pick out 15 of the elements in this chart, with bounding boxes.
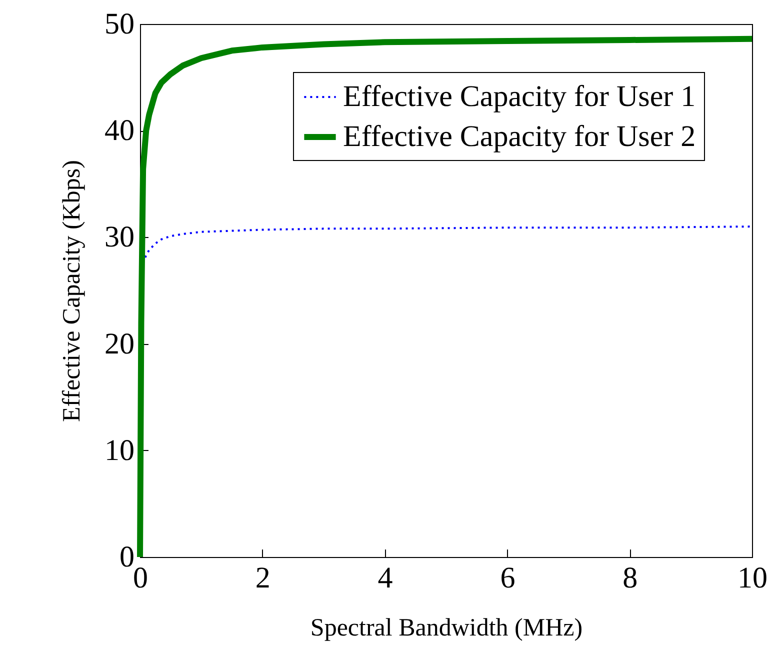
y-tick-label: 50	[104, 8, 134, 40]
x-tick-label: 6	[500, 562, 516, 594]
legend-label: Effective Capacity for User 1	[343, 80, 696, 113]
x-tick-label: 10	[738, 562, 768, 594]
x-tick-label: 8	[622, 562, 638, 594]
y-tick-label: 30	[104, 220, 134, 254]
y-axis-title: Effective Capacity (Kbps)	[58, 160, 86, 422]
y-tick-label: 40	[104, 114, 134, 148]
y-tick-label: 10	[104, 434, 134, 467]
x-tick-label: 4	[378, 562, 393, 594]
legend-label: Effective Capacity for User 2	[343, 120, 696, 153]
y-tick-label: 0	[120, 540, 134, 574]
x-tick-label: 2	[255, 562, 270, 594]
y-tick-label: 20	[104, 327, 134, 360]
x-axis-title: Spectral Bandwidth (MHz)	[310, 614, 583, 642]
